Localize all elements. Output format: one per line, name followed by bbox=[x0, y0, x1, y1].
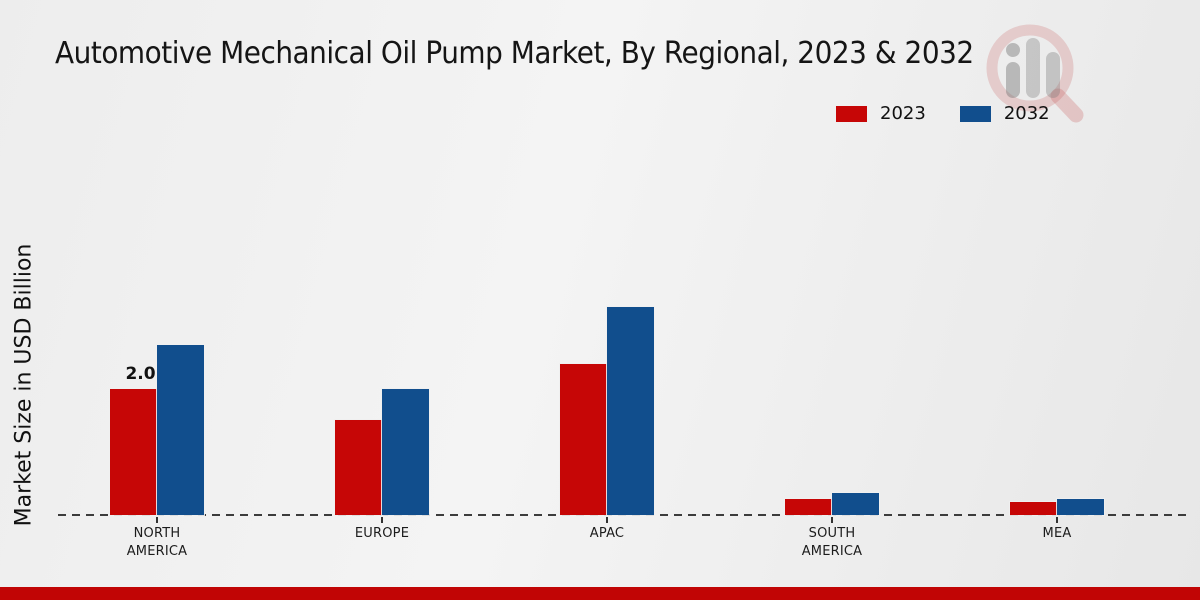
market-research-logo-watermark-icon bbox=[986, 24, 1084, 123]
legend-item-2032: 2032 bbox=[959, 103, 1050, 124]
category-label: APAC bbox=[589, 526, 625, 541]
bar-2023-apac bbox=[560, 364, 607, 515]
bar-2032-apac bbox=[607, 307, 654, 515]
x-axis-baseline bbox=[58, 514, 1192, 516]
legend-label: 2023 bbox=[880, 103, 926, 124]
bar-2032-europe bbox=[382, 389, 429, 515]
bar-value-label: 2.0 bbox=[125, 364, 156, 384]
x-axis-tick bbox=[606, 517, 608, 523]
legend-swatch-icon bbox=[836, 105, 867, 122]
legend: 2023 2032 bbox=[836, 103, 1050, 124]
x-axis-tick bbox=[831, 517, 833, 523]
category-label: SOUTH AMERICA bbox=[801, 526, 863, 560]
x-axis-tick bbox=[156, 517, 158, 523]
legend-swatch-icon bbox=[959, 105, 991, 122]
x-axis-tick bbox=[1056, 517, 1058, 523]
bar-2023-north-america bbox=[110, 389, 157, 515]
legend-item-2023: 2023 bbox=[836, 103, 926, 124]
category-label: EUROPE bbox=[354, 526, 410, 541]
category-label: NORTH AMERICA bbox=[126, 526, 188, 560]
bar-2023-mea bbox=[1010, 502, 1057, 515]
bar-2023-europe bbox=[335, 420, 382, 515]
legend-label: 2032 bbox=[1003, 103, 1050, 124]
category-label: MEA bbox=[1042, 526, 1072, 541]
bar-2032-mea bbox=[1057, 499, 1104, 515]
bar-2032-south-america bbox=[832, 493, 879, 515]
bar-2032-north-america bbox=[157, 345, 204, 515]
chart-title: Automotive Mechanical Oil Pump Market, B… bbox=[55, 36, 974, 71]
y-axis-label: Market Size in USD Billion bbox=[11, 243, 37, 527]
footer-accent-bar bbox=[0, 587, 1200, 600]
bar-2023-south-america bbox=[785, 499, 832, 515]
x-axis-tick bbox=[381, 517, 383, 523]
